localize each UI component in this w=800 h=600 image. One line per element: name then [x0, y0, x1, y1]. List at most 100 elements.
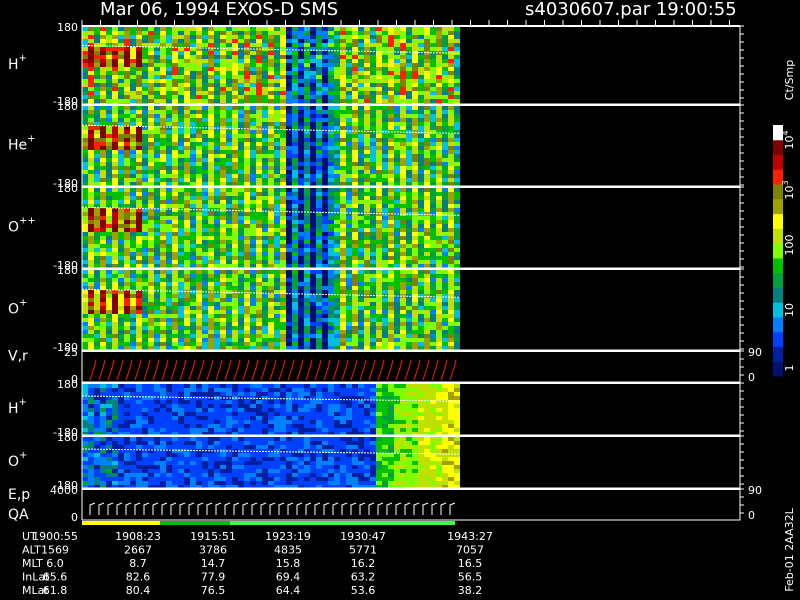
spectrogram-cell	[400, 59, 406, 63]
spectrogram-cell	[232, 75, 238, 79]
spectrogram-cell	[388, 59, 394, 63]
spectrogram-cell	[202, 322, 208, 326]
spectrogram-cell	[394, 334, 400, 338]
spectrogram-cell	[250, 322, 256, 326]
spectrogram-cell	[382, 278, 388, 282]
spectrogram-cell	[88, 338, 94, 342]
spectrogram-cell	[256, 286, 262, 290]
spectrogram-cell	[130, 200, 136, 204]
spectrogram-cell	[304, 256, 310, 260]
spectrogram-cell	[376, 252, 382, 256]
spectrogram-cell	[136, 244, 142, 248]
spectrogram-cell	[442, 182, 448, 186]
spectrogram-cell	[220, 110, 226, 114]
spectrogram-cell	[334, 248, 340, 252]
spectrogram-cell	[322, 146, 328, 150]
spectrogram-cell	[190, 39, 196, 43]
spectrogram-cell	[292, 224, 298, 228]
spectrogram-cell	[214, 310, 220, 314]
spectrogram-cell	[442, 35, 448, 39]
spectrogram-cell	[310, 95, 316, 99]
spectrogram-cell	[454, 126, 460, 130]
spectrogram-cell	[112, 290, 118, 294]
spectrogram-cell	[310, 208, 316, 212]
spectrogram-cell	[424, 346, 430, 350]
spectrogram-cell	[364, 63, 370, 67]
spectrogram-cell	[394, 228, 400, 232]
spectrogram-cell	[364, 212, 370, 216]
spectrogram-cell	[160, 170, 166, 174]
spectrogram-cell	[370, 59, 376, 63]
spectrogram-cell	[328, 146, 334, 150]
spectrogram-cell	[412, 158, 418, 162]
spectrogram-cell	[292, 240, 298, 244]
spectrogram-cell	[376, 71, 382, 75]
spectrogram-cell	[100, 270, 106, 274]
spectrogram-cell	[112, 162, 118, 166]
spectrogram-cell	[202, 95, 208, 99]
spectrogram-cell	[112, 134, 118, 138]
spectrogram-cell	[220, 240, 226, 244]
spectrogram-cell	[442, 286, 448, 290]
spectrogram-cell	[286, 240, 292, 244]
spectrogram-cell	[358, 232, 364, 236]
spectrogram-cell	[334, 244, 340, 248]
spectrogram-cell	[322, 286, 328, 290]
spectrogram-cell	[280, 91, 286, 95]
spectrogram-cell	[322, 39, 328, 43]
spectrogram-cell	[346, 79, 352, 83]
spectrogram-cell	[244, 278, 250, 282]
spectrogram-cell	[340, 196, 346, 200]
spectrogram-cell	[364, 228, 370, 232]
spectrogram-cell	[100, 150, 106, 154]
spectrogram-cell	[370, 232, 376, 236]
spectrogram-cell	[412, 35, 418, 39]
spectrogram-cell	[142, 282, 148, 286]
spectrogram-cell	[292, 118, 298, 122]
spectrogram-cell	[262, 154, 268, 158]
spectrogram-cell	[124, 150, 130, 154]
spectrogram-cell	[220, 346, 226, 350]
spectrogram-cell	[298, 318, 304, 322]
spectrogram-cell	[250, 71, 256, 75]
spectrogram-cell	[184, 178, 190, 182]
spectrogram-cell	[274, 290, 280, 294]
spectrogram-cell	[118, 188, 124, 192]
spectrogram-cell	[88, 260, 94, 264]
spectrogram-cell	[274, 342, 280, 346]
spectrogram-cell	[334, 83, 340, 87]
spectrogram-cell	[298, 270, 304, 274]
spectrogram-cell	[304, 342, 310, 346]
spectrogram-cell	[250, 232, 256, 236]
spectrogram-cell	[118, 282, 124, 286]
spectrogram-cell	[280, 154, 286, 158]
spectrogram-cell	[322, 170, 328, 174]
spectrogram-cell	[412, 146, 418, 150]
spectrogram-cell	[202, 244, 208, 248]
spectrogram-cell	[436, 83, 442, 87]
spectrogram-cell	[214, 318, 220, 322]
spectrogram-cell	[346, 91, 352, 95]
spectrogram-cell	[286, 270, 292, 274]
spectrogram-cell	[400, 302, 406, 306]
spectrogram-cell	[400, 270, 406, 274]
spectrogram-cell	[400, 286, 406, 290]
spectrogram-cell	[220, 224, 226, 228]
spectrogram-cell	[274, 282, 280, 286]
spectrogram-cell	[454, 106, 460, 110]
spectrogram-cell	[424, 310, 430, 314]
spectrogram-cell	[334, 208, 340, 212]
spectrogram-cell	[250, 27, 256, 31]
spectrogram-cell	[370, 75, 376, 79]
spectrogram-cell	[412, 75, 418, 79]
spectrogram-cell	[202, 346, 208, 350]
spectrogram-cell	[334, 236, 340, 240]
spectrogram-cell	[268, 63, 274, 67]
spectrogram-cell	[250, 122, 256, 126]
spectrogram-cell	[148, 232, 154, 236]
spectrogram-cell	[370, 55, 376, 59]
spectrogram-cell	[262, 106, 268, 110]
spectrogram-cell	[364, 39, 370, 43]
spectrogram-cell	[94, 63, 100, 67]
spectrogram-cell	[256, 43, 262, 47]
